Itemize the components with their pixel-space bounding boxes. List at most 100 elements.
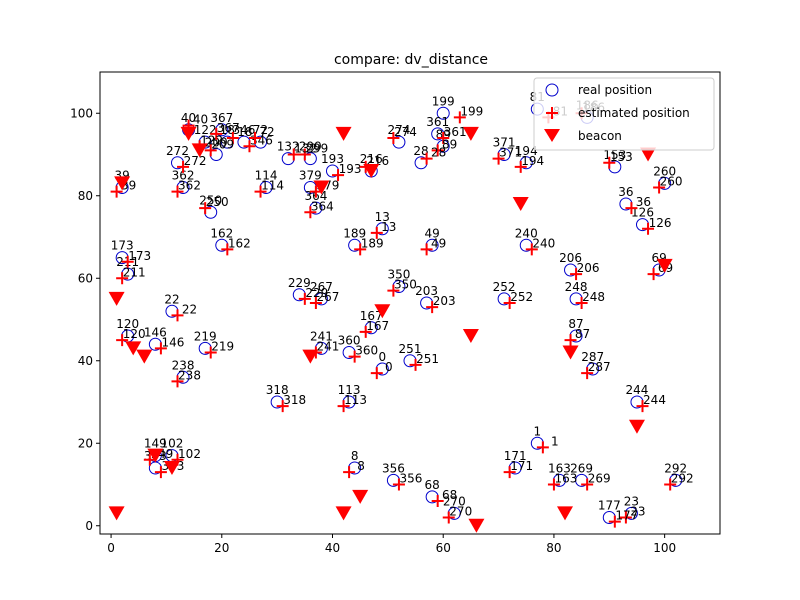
estimated-position-label: 371 bbox=[499, 146, 522, 160]
estimated-position-point bbox=[221, 243, 234, 256]
real-position-label: 251 bbox=[399, 342, 422, 356]
estimated-position-point bbox=[431, 495, 444, 507]
estimated-position-label: 89 bbox=[442, 137, 457, 151]
real-position-label: 270 bbox=[443, 494, 466, 508]
estimated-position-label: 173 bbox=[128, 249, 151, 263]
legend-label-beacon: beacon bbox=[578, 129, 622, 143]
real-position-label: 206 bbox=[559, 251, 582, 265]
beacon-point bbox=[374, 304, 391, 319]
estimated-position-label: 171 bbox=[510, 459, 533, 473]
estimated-position-point bbox=[525, 243, 538, 256]
real-position-label: 346 bbox=[232, 123, 255, 137]
real-position-label: 189 bbox=[343, 226, 366, 240]
estimated-position-label: 238 bbox=[178, 368, 201, 382]
beacon-point bbox=[302, 349, 319, 364]
axes-frame bbox=[99, 71, 721, 535]
legend-label-real: real position bbox=[578, 83, 652, 97]
x-tick-label: 80 bbox=[546, 541, 561, 555]
beacon-point bbox=[163, 461, 180, 475]
estimated-position-point bbox=[359, 325, 372, 338]
estimated-position-point bbox=[581, 367, 594, 380]
real-position-label: 114 bbox=[255, 169, 278, 183]
real-position-label: 113 bbox=[338, 383, 361, 397]
beacon-point bbox=[352, 489, 369, 504]
legend-label-estimated: estimated position bbox=[578, 106, 690, 120]
estimated-position-point bbox=[570, 268, 583, 281]
real-position-label: 203 bbox=[415, 284, 438, 298]
beacon-point bbox=[125, 341, 142, 356]
estimated-position-point bbox=[254, 185, 267, 198]
beacon-point bbox=[512, 197, 529, 211]
legend-marker-beacon bbox=[544, 129, 560, 142]
real-position-label: 287 bbox=[581, 350, 604, 364]
estimated-position-label: 299 bbox=[305, 142, 328, 156]
estimated-position-label: 229 bbox=[305, 286, 328, 300]
estimated-position-label: 23 bbox=[630, 505, 645, 519]
estimated-position-point bbox=[276, 400, 289, 413]
real-position-label: 267 bbox=[310, 280, 333, 294]
estimated-position-label: 102 bbox=[178, 447, 201, 461]
estimated-position-point bbox=[409, 358, 422, 371]
estimated-position-label: 87 bbox=[575, 327, 590, 341]
estimated-position-label: 251 bbox=[416, 352, 439, 366]
real-position-label: 350 bbox=[387, 268, 410, 282]
estimated-position-point bbox=[298, 148, 311, 161]
estimated-position-label: 36 bbox=[636, 195, 651, 209]
estimated-position-label: 120 bbox=[123, 327, 146, 341]
real-position-label: 193 bbox=[321, 152, 344, 166]
beacon-point bbox=[562, 345, 579, 360]
y-tick-label: 60 bbox=[78, 271, 93, 285]
real-position-label: 238 bbox=[172, 358, 195, 372]
estimated-position-point bbox=[453, 111, 466, 124]
estimated-position-label: 126 bbox=[649, 216, 672, 230]
real-position-label: 194 bbox=[515, 144, 538, 158]
beacon-point bbox=[557, 506, 573, 521]
estimated-position-label: 241 bbox=[316, 340, 339, 354]
real-position-label: 163 bbox=[548, 461, 571, 475]
estimated-position-label: 244 bbox=[643, 393, 666, 407]
beacon-point bbox=[335, 126, 352, 141]
estimated-position-point bbox=[154, 466, 167, 479]
estimated-position-label: 361 bbox=[444, 125, 467, 139]
y-tick-label: 0 bbox=[85, 519, 93, 533]
estimated-position-point bbox=[619, 511, 632, 524]
estimated-position-point bbox=[243, 140, 256, 153]
estimated-position-label: 8 bbox=[357, 459, 365, 473]
real-position-point bbox=[436, 106, 450, 120]
estimated-position-point bbox=[287, 148, 300, 161]
estimated-position-point bbox=[547, 478, 560, 491]
real-position-label: 87 bbox=[568, 317, 583, 331]
estimated-position-label: 267 bbox=[316, 290, 339, 304]
estimated-position-point bbox=[564, 334, 577, 347]
estimated-position-label: 199 bbox=[460, 104, 483, 118]
estimated-position-point bbox=[642, 222, 655, 235]
real-position-label: 371 bbox=[493, 136, 516, 150]
real-position-label: 40 bbox=[181, 111, 196, 125]
real-position-label: 167 bbox=[360, 309, 383, 323]
estimated-position-label: 270 bbox=[449, 505, 472, 519]
estimated-position-label: 132 bbox=[294, 142, 317, 156]
estimated-position-label: 194 bbox=[521, 154, 544, 168]
estimated-position-label: 252 bbox=[510, 290, 533, 304]
estimated-position-point bbox=[664, 478, 677, 491]
estimated-position-point bbox=[647, 268, 660, 281]
estimated-position-label: 272 bbox=[184, 154, 207, 168]
estimated-position-point bbox=[608, 515, 621, 528]
estimated-position-label: 162 bbox=[228, 236, 251, 250]
y-tick-label: 20 bbox=[78, 436, 93, 450]
real-position-label: 367 bbox=[210, 111, 233, 125]
estimated-position-label: 1 bbox=[551, 434, 559, 448]
estimated-position-point bbox=[392, 478, 405, 491]
estimated-position-label: 219 bbox=[211, 340, 234, 354]
beacon-point bbox=[640, 147, 657, 162]
estimated-position-point bbox=[437, 132, 450, 144]
estimated-position-point bbox=[199, 202, 212, 215]
estimated-position-point bbox=[575, 297, 588, 309]
estimated-position-label: 287 bbox=[588, 360, 611, 374]
real-position-label: 49 bbox=[425, 226, 440, 240]
real-position-label: 269 bbox=[570, 461, 593, 475]
x-tick-label: 20 bbox=[214, 541, 229, 555]
estimated-position-label: 49 bbox=[431, 236, 446, 250]
estimated-position-point bbox=[332, 169, 345, 182]
real-position-label: 272 bbox=[166, 144, 189, 158]
